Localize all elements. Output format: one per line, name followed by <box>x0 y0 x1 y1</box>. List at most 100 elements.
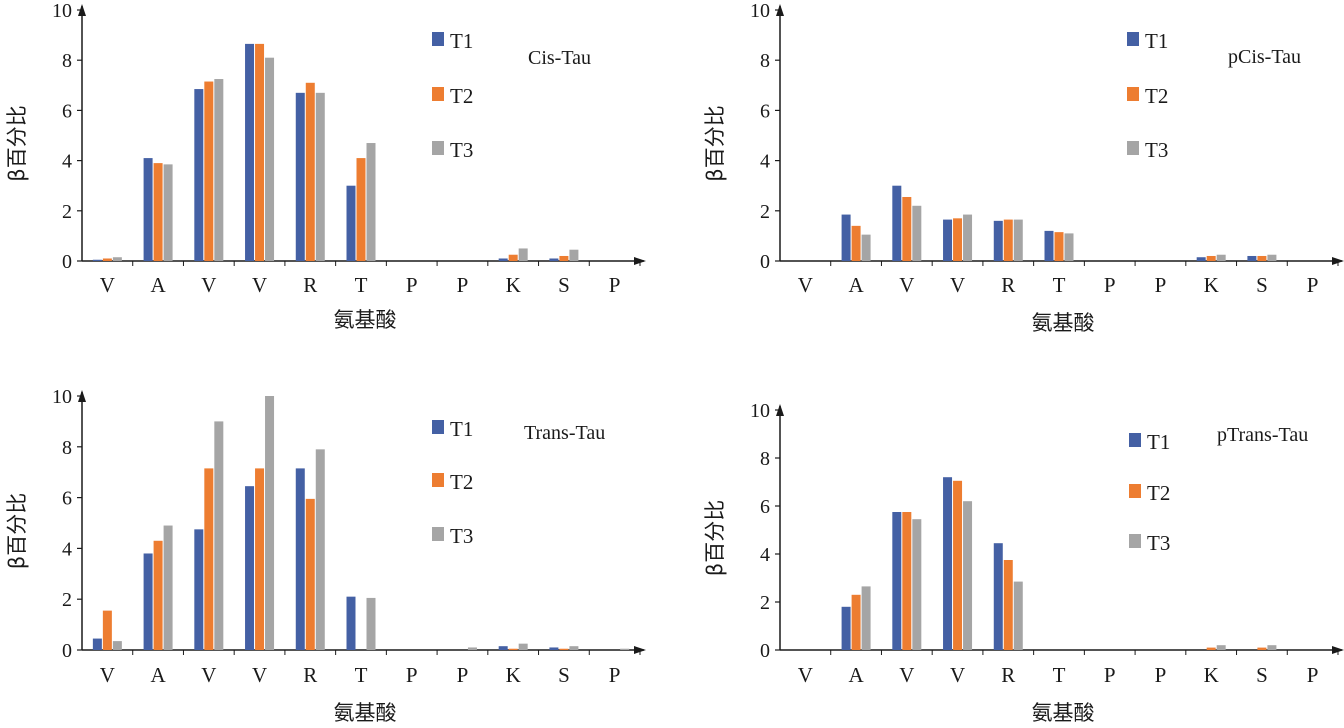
bar-t3 <box>1216 254 1226 261</box>
legend-swatch-t3 <box>432 141 444 155</box>
bar-t3 <box>518 248 528 261</box>
bar-t2 <box>559 255 569 261</box>
x-axis-label: 氨基酸 <box>334 308 397 332</box>
bar-t3 <box>1064 233 1074 261</box>
bar-t1 <box>143 158 153 261</box>
x-tick-label: V <box>899 663 914 687</box>
bar-t3 <box>963 501 973 650</box>
x-tick-label: R <box>303 273 317 297</box>
bar-t3 <box>1267 645 1277 650</box>
bar-t3 <box>861 586 871 650</box>
x-tick-label: V <box>950 273 965 297</box>
y-axis-label: β百分比 <box>703 105 727 181</box>
bar-t1 <box>346 185 356 261</box>
legend-swatch-t3 <box>432 527 444 541</box>
legend-swatch-t2 <box>432 87 444 101</box>
y-tick-label: 10 <box>750 400 770 422</box>
y-axis-label: β百分比 <box>5 105 29 181</box>
legend-swatch-t2 <box>432 473 444 487</box>
x-tick-label: A <box>849 273 865 297</box>
bar-t3 <box>912 205 922 261</box>
x-tick-label: P <box>457 273 469 297</box>
bar-t1 <box>498 258 508 261</box>
bar-t1 <box>143 553 153 650</box>
bar-t1 <box>346 596 356 650</box>
legend-label-t1: T1 <box>1147 430 1170 454</box>
x-tick-label: V <box>201 663 216 687</box>
bar-t1 <box>295 92 305 261</box>
bar-t1 <box>943 219 953 261</box>
x-tick-label: S <box>558 663 570 687</box>
y-tick-label: 10 <box>52 386 72 408</box>
bar-t2 <box>1206 255 1216 261</box>
y-tick-label: 6 <box>62 488 72 510</box>
x-tick-label: P <box>1155 663 1167 687</box>
x-tick-label: S <box>1256 663 1268 687</box>
bar-t2 <box>1257 255 1267 261</box>
bar-t2 <box>1206 647 1216 650</box>
bar-t3 <box>265 57 275 261</box>
y-tick-label: 2 <box>760 201 770 223</box>
y-tick-label: 6 <box>760 496 770 518</box>
bar-t2 <box>153 540 163 650</box>
bar-t1 <box>549 647 559 650</box>
x-tick-label: P <box>457 663 469 687</box>
bar-t2 <box>953 480 963 650</box>
bar-t3 <box>265 396 275 650</box>
bar-t2 <box>508 648 518 650</box>
x-tick-label: K <box>506 663 521 687</box>
y-tick-label: 8 <box>760 448 770 470</box>
bar-t3 <box>112 641 122 650</box>
x-tick-label: V <box>798 663 813 687</box>
x-tick-label: T <box>1053 663 1066 687</box>
x-tick-label: A <box>151 273 167 297</box>
x-tick-label: P <box>609 663 621 687</box>
y-tick-label: 2 <box>62 589 72 611</box>
bar-t2 <box>102 258 112 261</box>
bar-t3 <box>861 234 871 261</box>
bar-t3 <box>1267 254 1277 261</box>
bar-t3 <box>467 647 477 650</box>
bar-t2 <box>508 254 518 261</box>
chart-panel-cis-tau: 0 2 4 6 8 10 V A V V R T P P K S P T1 T2 T3 Cis-Tau 氨基酸 β百分比 <box>5 0 646 332</box>
y-tick-label: 4 <box>760 151 770 173</box>
x-tick-label: P <box>406 273 418 297</box>
bar-t1 <box>245 486 255 650</box>
x-tick-label: S <box>1256 273 1268 297</box>
x-tick-label: V <box>899 273 914 297</box>
bar-t1 <box>892 512 902 650</box>
legend-swatch-t1 <box>1127 32 1139 46</box>
y-tick-label: 0 <box>760 251 770 273</box>
x-tick-label: A <box>849 663 865 687</box>
x-tick-label: P <box>1307 663 1319 687</box>
bar-t3 <box>912 519 922 650</box>
bar-t1 <box>892 185 902 261</box>
x-tick-label: P <box>1104 663 1116 687</box>
chart-panel-pcis-tau: 0 2 4 6 8 10 V A V V R T P P K S P T1 T2 T3 pCis-Tau 氨基酸 β百分比 <box>703 0 1344 335</box>
bar-t3 <box>620 648 630 650</box>
y-tick-label: 10 <box>52 0 72 22</box>
bar-t1 <box>194 529 204 650</box>
chart-title: Cis-Tau <box>528 47 591 69</box>
legend-swatch-t2 <box>1127 87 1139 101</box>
bar-t3 <box>366 143 376 261</box>
bar-t3 <box>214 421 224 650</box>
bar-t1 <box>92 638 102 650</box>
legend-label-t2: T2 <box>450 84 473 108</box>
bar-t3 <box>315 449 325 650</box>
chart-title: pCis-Tau <box>1228 46 1301 68</box>
bar-t3 <box>214 79 224 262</box>
bar-t2 <box>902 196 912 261</box>
x-tick-label: V <box>201 273 216 297</box>
x-tick-label: P <box>1104 273 1116 297</box>
chart-title: pTrans-Tau <box>1217 424 1308 446</box>
bar-t3 <box>963 214 973 261</box>
x-tick-label: V <box>252 663 267 687</box>
chart-title: Trans-Tau <box>524 422 605 444</box>
legend-swatch-t1 <box>432 420 444 434</box>
legend-label-t3: T3 <box>1145 138 1168 162</box>
bar-t3 <box>112 257 122 261</box>
legend-label-t1: T1 <box>1145 29 1168 53</box>
legend-label-t1: T1 <box>450 417 473 441</box>
x-tick-label: A <box>151 663 167 687</box>
